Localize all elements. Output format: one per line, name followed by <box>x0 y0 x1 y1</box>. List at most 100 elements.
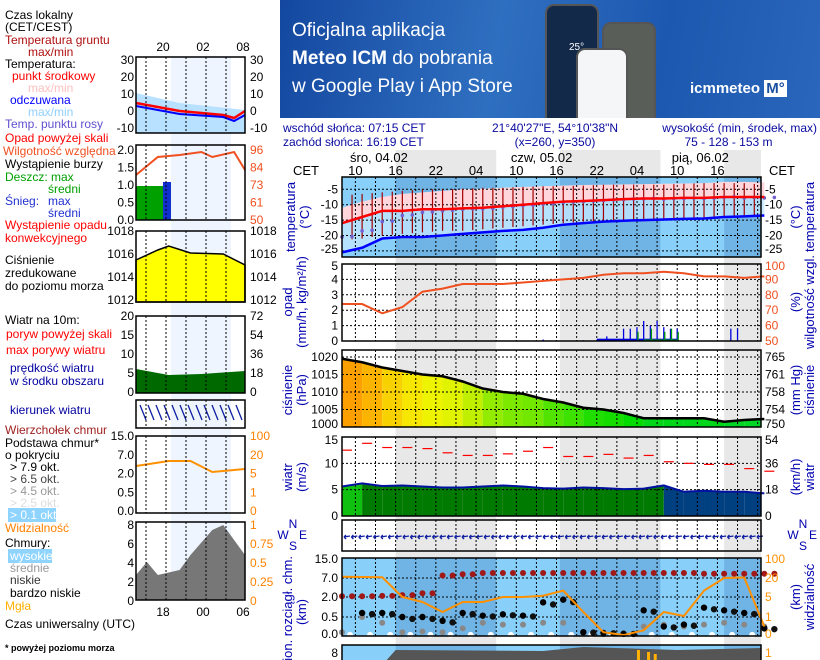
app-promo-banner[interactable]: Oficjalna aplikacja Meteo ICM do pobrani… <box>280 0 820 118</box>
pressure-fill-segment <box>563 402 584 427</box>
temp-r-tick: -25 <box>765 242 783 256</box>
pressure-fill-segment <box>402 371 423 427</box>
cloud-base-dot-low <box>367 631 374 638</box>
cloud-base-dot-full <box>580 629 587 636</box>
cloud-top-dot <box>550 570 557 576</box>
cloud-base-dot-partial <box>540 619 547 626</box>
wind-arrow <box>653 534 660 540</box>
cloud-top-dot <box>459 571 466 578</box>
cloud-base-dot-low <box>709 631 716 638</box>
sunrise: wschód słońca: 07:15 CET <box>283 121 426 135</box>
cloud-top-dot <box>419 590 426 597</box>
wind-arrow <box>395 534 402 540</box>
legend-label: Podstawa chmur* <box>5 436 99 450</box>
legend-wind-arrow <box>187 404 195 421</box>
legend-label: max/min <box>28 105 73 119</box>
legend-label: Chmury: <box>5 536 50 550</box>
wind-arrow <box>498 534 505 540</box>
cloud-top-dot <box>640 570 647 576</box>
cloud-tick: 0.0 <box>321 627 338 641</box>
legend-humidity-line <box>135 150 246 176</box>
cloud-base-dot-partial <box>379 619 386 626</box>
pressure-axis-label: (hPa) <box>294 374 309 406</box>
precipitation-border <box>341 263 762 342</box>
utc-hour-label: 18 <box>156 605 170 619</box>
legend-cloud-area <box>136 525 245 600</box>
legend-label: Czas uniwersalny (UTC) <box>5 617 135 631</box>
temp-tick: -15 <box>321 213 339 227</box>
legend-humidity-tick: 50 <box>250 213 264 227</box>
cloud-top-dot <box>469 571 476 578</box>
precip-tick: 0 <box>331 334 338 348</box>
legend-wind-arrow <box>171 404 179 421</box>
cloud-base-dot-full <box>751 610 758 618</box>
cloud-base-dot-low <box>749 631 756 638</box>
legend-label: Ciśnienie <box>5 253 55 267</box>
cloud-base-dot-low <box>407 631 414 638</box>
legend-cloud-tick: 15.0 <box>111 429 135 443</box>
cloud-base-dot-full <box>529 613 537 620</box>
legend-temp-tick-r: 30 <box>250 53 264 67</box>
legend-label: poryw powyżej skali <box>6 327 112 341</box>
cloud-base-dot-low <box>769 631 776 638</box>
temp-tick: -5 <box>327 182 338 196</box>
clouds-border <box>341 557 762 637</box>
legend-wind-arrow <box>179 404 187 421</box>
legend-label: Temperatura gruntu <box>5 33 110 47</box>
cloud-base-dot-full <box>660 623 667 630</box>
legend-clouds-tick-r: 0.25 <box>250 575 274 589</box>
legend-wind-arrow <box>219 404 227 421</box>
cloud-top-dot <box>590 570 597 576</box>
temp-axis-label-right: (°C) <box>788 205 803 228</box>
wind-arrow <box>432 534 439 540</box>
legend-visibility-tick: 20 <box>250 448 264 462</box>
wind-tick: 10 <box>325 456 339 470</box>
cloud-top-dot <box>690 570 697 576</box>
cloud-top-dot <box>520 570 527 576</box>
legend-rain-bar <box>136 186 166 220</box>
precipitation-night-band <box>395 264 497 341</box>
cloud-base-dot-full <box>379 609 386 617</box>
cloud-base-dot-full <box>459 609 466 617</box>
legend-label: punkt środkowy <box>12 69 95 83</box>
cloud-top-dot <box>680 570 687 576</box>
pressure-fill-segment <box>683 418 705 427</box>
cloud-top-dot <box>439 572 446 579</box>
legend-clouds-tick: 2 <box>127 575 134 589</box>
legend-clouds-tick-r: 1 <box>250 518 257 532</box>
hour-label: 04 <box>469 163 483 178</box>
wind-arrow <box>461 534 469 540</box>
pressure-fill-segment <box>603 409 624 427</box>
legend-label: max porywy wiatru <box>6 343 105 357</box>
legend-wind-tick-r: 0 <box>250 385 257 399</box>
legend-wind-tick-r: 36 <box>250 347 264 361</box>
pressure-fill-segment <box>643 418 664 427</box>
compass-letter: E <box>809 528 817 542</box>
legend-temp-tick: -10 <box>117 121 135 135</box>
legend-wind-arrow <box>155 404 163 421</box>
legend-label: Opad powyżej skali <box>5 131 108 145</box>
pressure-mmhg-tick: 754 <box>765 403 785 417</box>
day-label: śro, 04.02 <box>350 150 408 165</box>
hour-label: 16 <box>710 163 724 178</box>
cloud-tick: 2.0 <box>321 590 338 604</box>
cloud-base-dot-low <box>387 631 394 638</box>
legend-label: max/min <box>28 81 73 95</box>
cloud-cover-area <box>386 647 761 660</box>
cloud-base-dot-full <box>690 622 698 629</box>
cloud-top-dot <box>630 570 637 576</box>
utc-hour-label: 06 <box>236 605 250 619</box>
hour-label: 22 <box>590 163 604 178</box>
hour-label: 10 <box>670 163 684 178</box>
temp-r-tick: -5 <box>765 182 776 196</box>
wind-fill-segment <box>744 491 761 516</box>
wind-fill-segment <box>643 485 664 516</box>
fog-bar <box>647 652 651 660</box>
visibility-tick: 5 <box>765 590 772 604</box>
pressure-night-band <box>724 350 761 427</box>
wind-direction-night-band <box>395 520 497 551</box>
precip-tick: 2 <box>331 303 338 317</box>
wind-fill-segment <box>704 490 725 516</box>
cloud-top-dot <box>560 570 567 576</box>
cloud-top-dot <box>600 570 607 576</box>
